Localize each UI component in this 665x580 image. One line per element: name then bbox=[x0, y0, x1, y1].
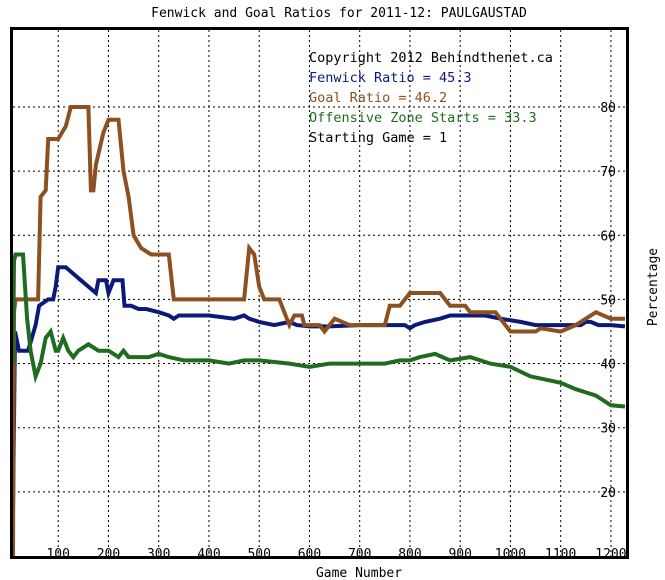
plot-frame bbox=[10, 27, 629, 559]
x-tick-label: 400 bbox=[197, 547, 220, 562]
x-tick-label: 100 bbox=[46, 547, 69, 562]
offensive-zone-starts-line bbox=[11, 252, 626, 409]
grid-lines bbox=[13, 30, 626, 556]
y-tick-label: 70 bbox=[600, 165, 616, 180]
y-tick-label: 20 bbox=[600, 486, 616, 501]
annotation-copyright: Copyright 2012 Behindthenet.ca bbox=[309, 50, 553, 66]
y-tick-label: 50 bbox=[600, 293, 616, 308]
x-tick-label: 500 bbox=[247, 547, 270, 562]
y-tick-label: 40 bbox=[600, 358, 616, 373]
series-layer bbox=[11, 105, 626, 557]
y-tick-label: 30 bbox=[600, 422, 616, 437]
x-tick-label: 300 bbox=[147, 547, 170, 562]
annotation-starting-game: Starting Game = 1 bbox=[309, 130, 447, 146]
x-tick-label: 200 bbox=[97, 547, 120, 562]
x-tick-label: 1200 bbox=[595, 547, 626, 562]
x-tick-label: 700 bbox=[348, 547, 371, 562]
x-tick-label: 600 bbox=[298, 547, 321, 562]
x-tick-label: 900 bbox=[448, 547, 471, 562]
y-tick-label: 80 bbox=[600, 101, 616, 116]
annotation-goal-ratio: Goal Ratio = 46.2 bbox=[309, 90, 447, 106]
y-tick-label: 60 bbox=[600, 229, 616, 244]
chart-title: Fenwick and Goal Ratios for 2011-12: PAU… bbox=[151, 6, 527, 21]
x-tick-labels: 100 200 300 400 500 600 700 800 900 1000 1100 1200 bbox=[46, 547, 626, 562]
annotation-offensive-zone-starts: Offensive Zone Starts = 33.3 bbox=[309, 110, 537, 126]
y-tick-labels: 20 30 40 50 60 70 80 bbox=[600, 101, 616, 501]
fenwick-ratio-line bbox=[11, 265, 626, 512]
x-tick-label: 1100 bbox=[545, 547, 576, 562]
x-tick-label: 1000 bbox=[495, 547, 526, 562]
x-axis-label: Game Number bbox=[316, 566, 402, 580]
y-axis-label: Percentage bbox=[646, 248, 661, 326]
x-tick-label: 800 bbox=[398, 547, 421, 562]
annotation-fenwick-ratio: Fenwick Ratio = 45.3 bbox=[309, 70, 472, 86]
goal-ratio-line bbox=[11, 105, 625, 557]
